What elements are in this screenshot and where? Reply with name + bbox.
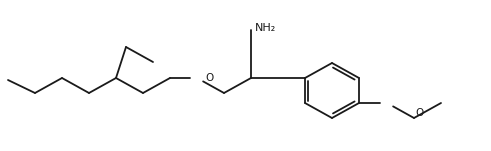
Text: O: O (206, 73, 214, 83)
Text: O: O (416, 108, 424, 118)
Text: NH₂: NH₂ (255, 23, 276, 33)
